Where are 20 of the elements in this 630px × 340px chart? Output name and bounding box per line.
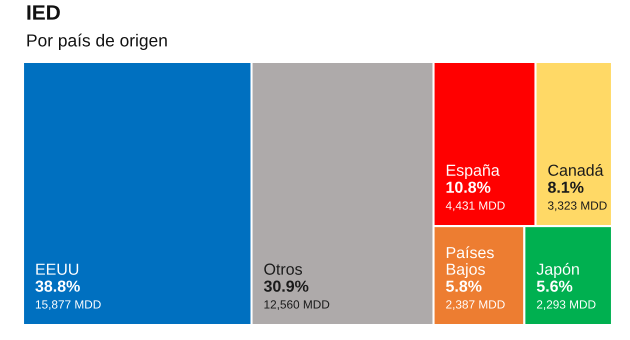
text: 3,323 MDD <box>548 201 607 212</box>
text: 12,560 MDD <box>264 300 330 310</box>
category-label: Canadá <box>548 164 604 176</box>
text: IED <box>27 5 60 20</box>
text: 2,387 MDD <box>446 300 505 310</box>
text: 15,877 MDD <box>36 300 101 310</box>
data-label: 10.8% <box>446 182 490 193</box>
category-label: Japón <box>536 262 579 278</box>
category-label: España <box>446 164 500 180</box>
data-label: 30.9% <box>264 280 308 292</box>
category-label: Otros <box>264 264 302 275</box>
data-label: 38.8% <box>35 280 80 292</box>
data-label: 8.1% <box>548 182 584 193</box>
text: Por país de origen <box>27 34 167 50</box>
text: 4,431 MDD <box>446 201 505 212</box>
data-label: 5.6% <box>536 280 572 292</box>
data-label: 5.8% <box>446 280 482 292</box>
category-label: Países Bajos <box>446 246 494 278</box>
category-label: EEUU <box>36 264 78 275</box>
text: 2,293 MDD <box>536 300 596 310</box>
